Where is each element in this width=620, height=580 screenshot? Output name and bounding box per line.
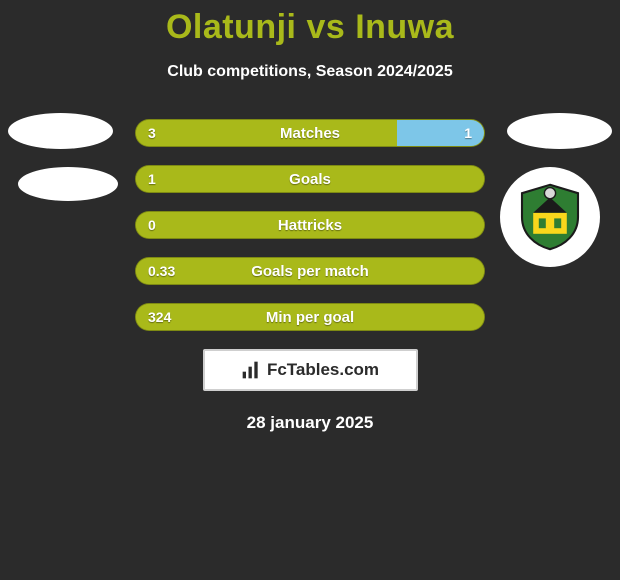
page-title: Olatunji vs Inuwa [0,0,620,47]
player-left-placeholder [8,113,113,149]
stats-area: 31Matches 1Goals 0Hattricks 0.33Goals per m… [0,119,620,331]
fctables-logo: FcTables.com [203,349,418,391]
subtitle: Club competitions, Season 2024/2025 [0,63,620,81]
logo-text: FcTables.com [267,360,379,380]
stat-row: 0Hattricks [135,211,485,239]
player-left-placeholder-2 [18,167,118,201]
stat-label: Goals [136,166,484,192]
bar-chart-icon [241,360,261,380]
stat-row: 1Goals [135,165,485,193]
stat-row: 324Min per goal [135,303,485,331]
player-right-placeholder [507,113,612,149]
shield-icon [515,182,585,252]
stat-row: 0.33Goals per match [135,257,485,285]
club-badge [500,167,600,267]
stat-label: Matches [136,120,484,146]
date-text: 28 january 2025 [0,413,620,433]
stat-label: Goals per match [136,258,484,284]
stat-row: 31Matches [135,119,485,147]
stat-label: Hattricks [136,212,484,238]
stat-label: Min per goal [136,304,484,330]
